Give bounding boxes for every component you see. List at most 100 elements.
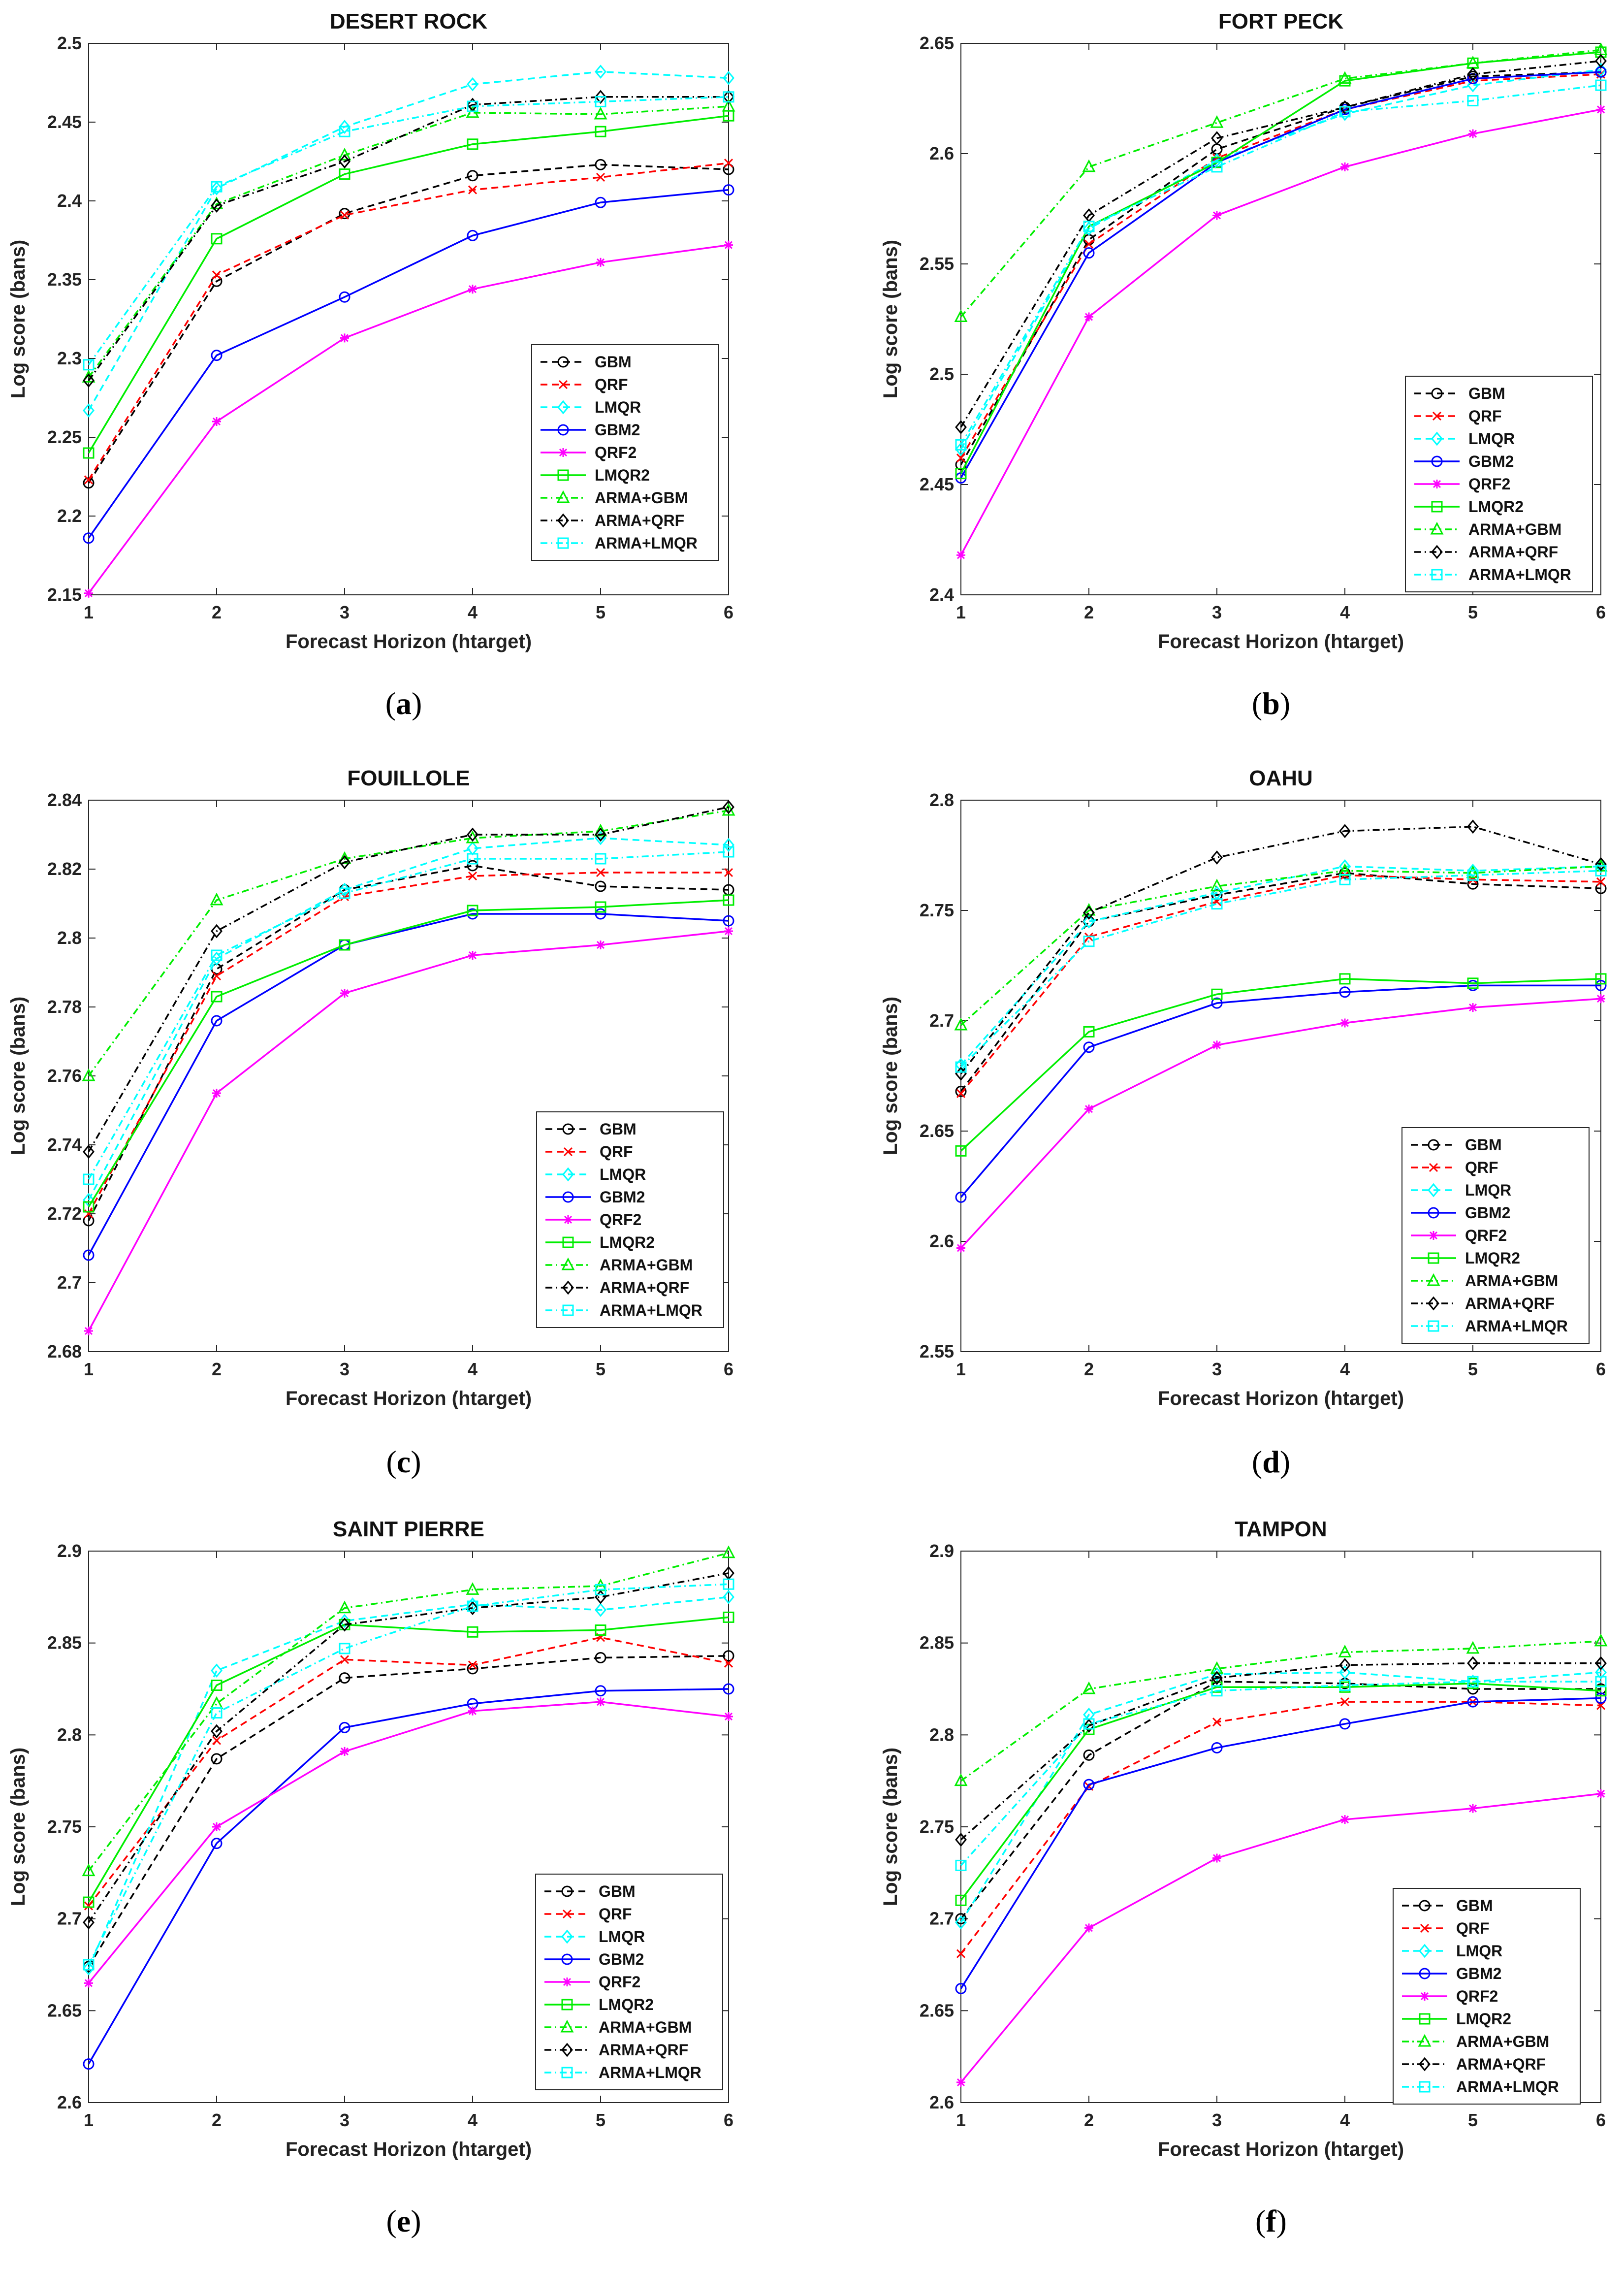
data-point — [1339, 973, 1351, 985]
panel-label: (b) — [1252, 686, 1290, 721]
series-arma-gbm — [954, 1633, 1608, 1786]
legend-marker — [564, 1215, 573, 1224]
series-line — [88, 837, 729, 1200]
legend-marker — [1431, 545, 1443, 559]
y-tick-label: 2.45 — [47, 112, 82, 132]
data-point — [83, 359, 95, 371]
series-line — [88, 244, 729, 594]
data-point — [83, 1201, 95, 1213]
legend-entry: GBM2 — [595, 421, 640, 439]
x-tick-label: 4 — [468, 1359, 478, 1379]
data-point — [1595, 865, 1607, 876]
series-line — [960, 872, 1601, 1092]
legend: GBM QRF LMQR GBM2 QRF2 LMQR2 ARMA+GBM ARMA+QRF A… — [1401, 1127, 1590, 1344]
legend-marker — [562, 1280, 574, 1295]
data-point — [1211, 1742, 1223, 1753]
data-point — [467, 1597, 478, 1612]
series-line — [960, 1697, 1601, 1989]
legend-marker — [557, 356, 569, 368]
panel-label: (e) — [386, 2204, 421, 2238]
data-point — [1339, 1680, 1351, 1691]
y-tick-label: 2.75 — [920, 900, 954, 920]
series-gbm2 — [83, 1683, 734, 2070]
series-line — [960, 71, 1601, 465]
data-point — [211, 198, 223, 213]
x-tick-label: 4 — [468, 2110, 478, 2130]
y-tick-label: 2.68 — [47, 1341, 82, 1362]
series-qrf — [84, 159, 733, 485]
data-point — [1594, 1633, 1608, 1647]
series-line — [960, 865, 1601, 1026]
y-axis-label: Log score (bans) — [7, 240, 29, 398]
data-point — [1595, 979, 1607, 991]
data-point — [955, 1145, 967, 1157]
series-arma-lmqr — [955, 1676, 1607, 1871]
data-point — [211, 350, 223, 361]
data-point — [1212, 211, 1221, 220]
legend-entry: QRF — [1456, 1919, 1490, 1937]
y-tick-label: 2.8 — [929, 790, 954, 810]
legend-entry: ARMA+QRF — [1465, 1295, 1555, 1312]
x-tick-label: 5 — [1468, 602, 1478, 622]
x-tick-label: 6 — [724, 1359, 733, 1379]
data-point — [955, 420, 967, 434]
y-tick-label: 2.8 — [929, 1724, 954, 1745]
data-point — [724, 868, 733, 877]
data-point — [212, 971, 222, 981]
legend-entry: GBM — [1465, 1136, 1502, 1154]
data-point — [339, 126, 350, 137]
series-line — [88, 1596, 729, 1969]
data-point — [211, 233, 223, 245]
legend-entry: QRF — [599, 1905, 632, 1923]
y-tick-label: 2.4 — [929, 584, 954, 605]
legend-entry: LMQR — [599, 1928, 645, 1946]
chart-title: SAINT PIERRE — [333, 1517, 484, 1541]
data-point — [1595, 1656, 1607, 1671]
x-tick-label: 6 — [1596, 602, 1606, 622]
legend-marker — [556, 490, 570, 503]
data-point — [83, 1249, 95, 1261]
data-point — [723, 91, 734, 103]
y-tick-label: 2.45 — [920, 474, 954, 494]
data-point — [724, 1712, 733, 1721]
data-point — [467, 853, 478, 865]
legend-entry: GBM2 — [1468, 453, 1514, 470]
legend-marker — [1431, 501, 1443, 513]
y-tick-label: 2.74 — [47, 1135, 82, 1155]
data-point — [955, 439, 967, 451]
data-point — [1595, 1676, 1607, 1687]
legend-entry: LMQR2 — [595, 466, 650, 484]
data-point — [956, 1243, 965, 1253]
data-point — [1468, 1003, 1477, 1012]
y-tick-label: 2.65 — [47, 2000, 82, 2020]
data-point — [954, 1773, 968, 1786]
data-point — [211, 1015, 223, 1027]
data-point — [1595, 1665, 1607, 1680]
data-point — [724, 927, 733, 936]
data-point — [339, 1721, 350, 1733]
data-point — [83, 403, 95, 418]
series-line — [960, 84, 1601, 446]
data-point — [468, 1660, 478, 1670]
y-tick-label: 2.84 — [47, 790, 82, 810]
x-axis-label: Forecast Horizon (htarget) — [286, 1388, 532, 1409]
data-point — [339, 887, 350, 899]
legend-entry: QRF — [1468, 407, 1502, 425]
data-point — [211, 1838, 223, 1849]
data-point — [594, 823, 607, 837]
data-point — [211, 1680, 223, 1691]
legend-entry: ARMA+LMQR — [595, 534, 698, 552]
data-point — [1339, 1665, 1351, 1680]
data-point — [1083, 1779, 1095, 1790]
series-gbm2 — [83, 184, 734, 544]
data-point — [83, 1915, 95, 1930]
data-point — [1467, 78, 1479, 93]
legend-marker — [1431, 455, 1443, 467]
legend-entry: LMQR2 — [1465, 1249, 1520, 1267]
series-line — [88, 1688, 729, 2065]
y-tick-label: 2.75 — [47, 1816, 82, 1837]
legend-entry: GBM2 — [1465, 1204, 1510, 1222]
data-point — [1084, 1104, 1093, 1114]
legend-marker — [557, 400, 569, 415]
chart-title: DESERT ROCK — [330, 9, 487, 33]
